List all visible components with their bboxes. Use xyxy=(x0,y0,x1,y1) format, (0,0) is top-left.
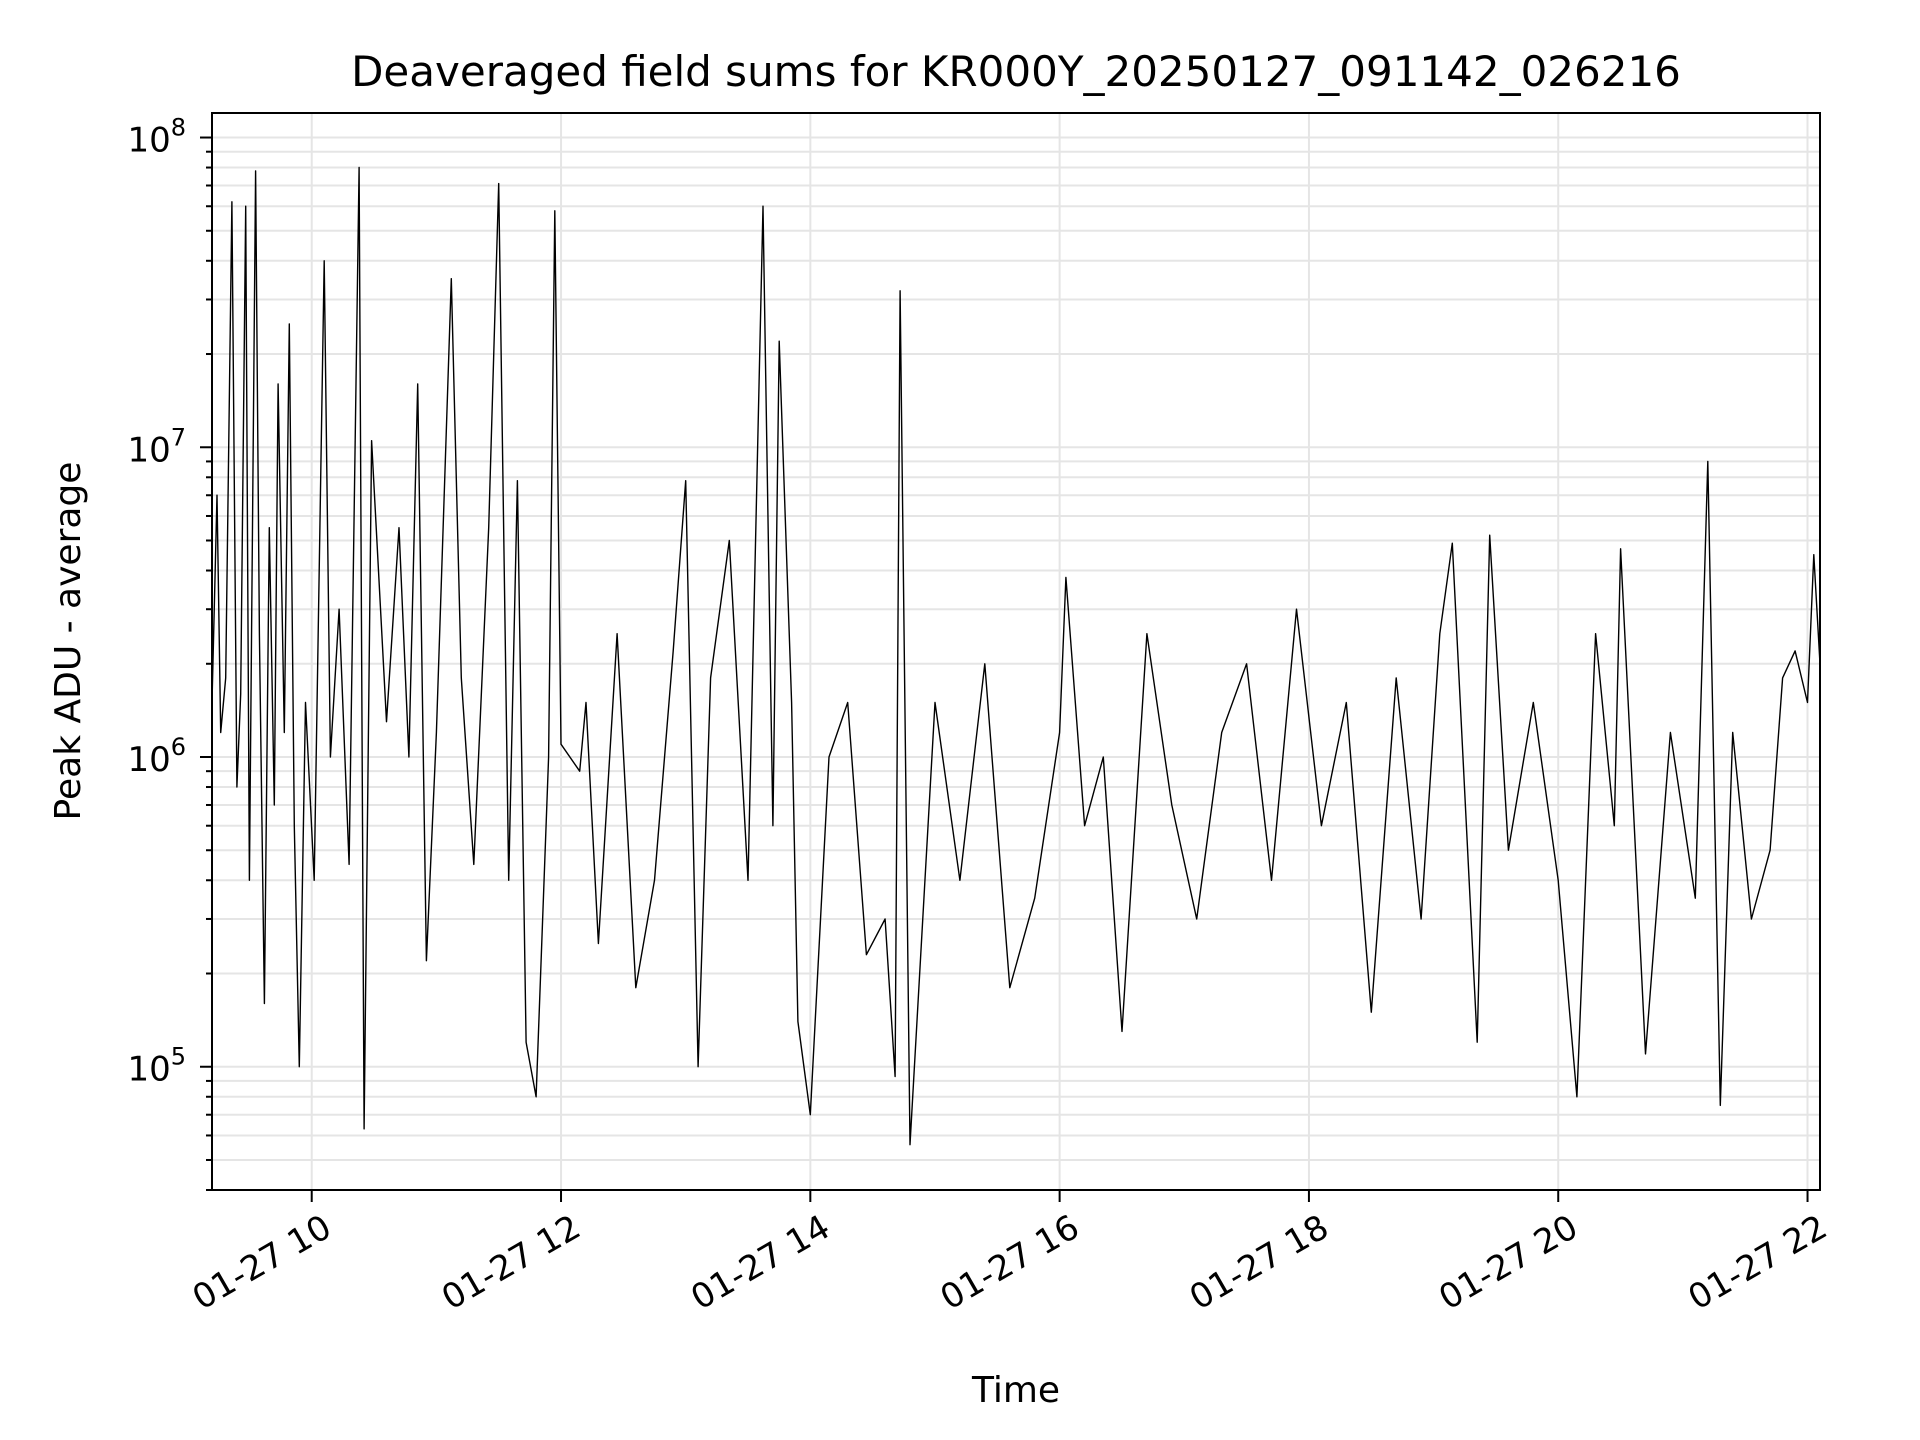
plot-data xyxy=(211,166,1821,1146)
grid xyxy=(212,113,1820,1191)
series-line xyxy=(211,166,1821,1146)
y-tick-label: 105 xyxy=(127,1043,186,1090)
y-tick-label: 106 xyxy=(127,733,186,780)
plot-frame xyxy=(211,112,1821,1191)
x-axis-label: Time xyxy=(971,1370,1060,1411)
y-axis-label: Peak ADU - average xyxy=(48,462,89,821)
y-tick-label: 108 xyxy=(127,114,186,161)
chart-title: Deaveraged field sums for KR000Y_2025012… xyxy=(351,47,1681,96)
y-tick-label: 107 xyxy=(127,423,186,470)
